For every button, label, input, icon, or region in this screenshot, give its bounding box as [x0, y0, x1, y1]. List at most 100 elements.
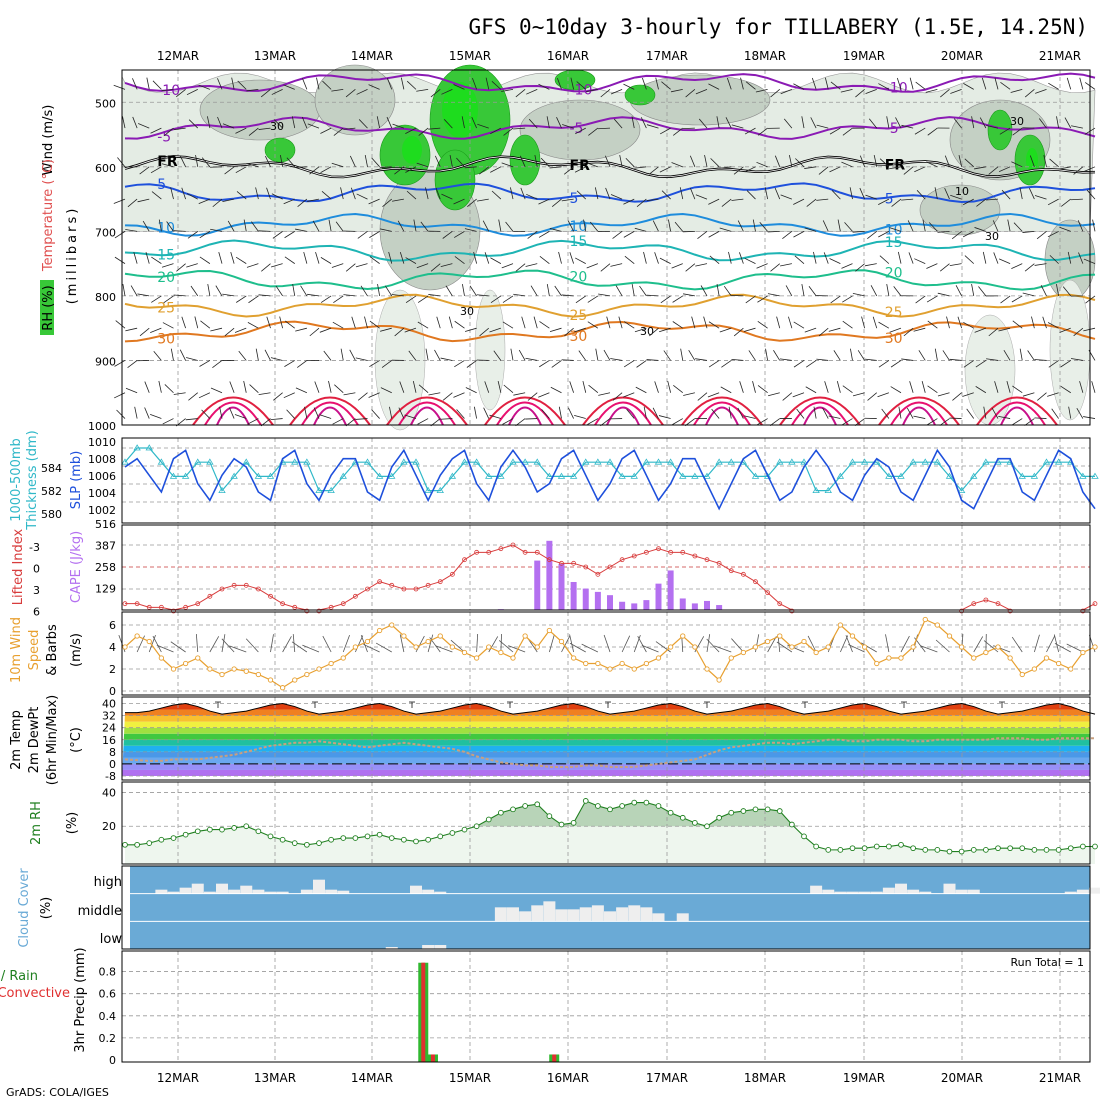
cloud-high-bar	[955, 889, 968, 894]
li-marker	[413, 586, 419, 592]
wind-barb	[207, 284, 211, 296]
wind-barb	[1083, 416, 1096, 419]
wind-barb	[958, 155, 963, 167]
wind10-barb	[641, 644, 659, 653]
thickness-marker	[497, 472, 505, 479]
wind-barb	[158, 219, 162, 232]
cloud-high-bar	[967, 889, 980, 894]
cloud-high-bar	[216, 883, 228, 894]
wind10-marker	[1019, 671, 1025, 678]
wind-barb	[852, 293, 865, 297]
wind-barb	[759, 222, 768, 232]
wind-barb	[588, 384, 599, 394]
wind-barb	[661, 190, 671, 200]
wind-barb	[889, 227, 902, 232]
wind-barb	[927, 320, 938, 329]
wind-barb	[726, 77, 732, 90]
thickness-marker	[533, 458, 541, 465]
wind-barb	[646, 124, 659, 129]
wind10-tick: 6	[109, 619, 116, 632]
cloud-high-bar	[1089, 887, 1100, 894]
cloud-high-bar	[410, 885, 422, 894]
wind-barb	[886, 116, 890, 129]
wind-barb	[151, 191, 162, 200]
wind10-tick: 0	[109, 685, 116, 698]
wind-barb	[358, 119, 368, 129]
li-marker	[777, 601, 783, 607]
wind-barb	[187, 231, 198, 239]
wind10-marker	[752, 644, 759, 650]
wind-barb	[739, 252, 744, 264]
rh2m-marker	[1080, 843, 1086, 850]
rh2m-marker	[995, 845, 1001, 852]
wind-barb	[868, 118, 878, 129]
wind-barb	[307, 293, 320, 297]
wind-barb	[830, 295, 841, 304]
wind-barb	[234, 327, 247, 333]
wind-barb	[435, 187, 441, 200]
rh-gray-region	[919, 184, 1001, 236]
wind-barb	[974, 327, 987, 333]
wind-barb	[716, 116, 720, 129]
wind-barb	[719, 227, 732, 232]
label-barbs: & Barbs	[45, 624, 60, 676]
wind-barb	[490, 257, 502, 264]
thickness-marker	[315, 486, 323, 493]
wind-barb	[246, 263, 259, 268]
isotherm-label: 25	[570, 308, 588, 324]
label-cloud-cover: Cloud Cover	[17, 868, 32, 948]
wind-barb	[978, 286, 987, 297]
rh2m-marker	[910, 845, 916, 852]
wind-barb	[737, 220, 744, 232]
bottom-date-label: 21MAR	[1039, 1071, 1081, 1085]
wind-barb	[744, 166, 756, 173]
wind-barb	[384, 285, 393, 297]
wind10-marker	[655, 655, 662, 661]
wind-barb	[801, 116, 805, 129]
wind-barb	[151, 295, 162, 303]
wind-barb	[503, 127, 514, 136]
wind-barb	[901, 198, 914, 201]
wind-barb	[641, 77, 647, 90]
wind-barb	[210, 387, 223, 394]
li-marker	[971, 601, 977, 607]
rh2m-marker	[267, 833, 274, 840]
wind-barb	[331, 88, 344, 92]
wind-barb	[695, 263, 708, 267]
wind10-barb	[195, 634, 199, 653]
wind-barb	[114, 360, 126, 367]
wind-barb	[765, 348, 769, 361]
wind10-marker	[595, 660, 601, 667]
thickness-marker	[303, 458, 311, 465]
wind-barb	[1022, 292, 1035, 297]
wind10-barb	[1033, 634, 1040, 653]
cloud-high-bar	[907, 889, 920, 894]
wind-barb	[489, 414, 501, 419]
wind-barb	[733, 327, 744, 337]
cloud-high-bar	[179, 887, 192, 894]
wind-barb	[273, 119, 283, 129]
wind-barb	[688, 349, 696, 361]
wind-barb	[246, 163, 259, 168]
wind-barb	[194, 316, 199, 329]
wind10-marker	[558, 638, 565, 645]
wind10-marker	[643, 660, 650, 667]
wind-barb	[416, 88, 429, 92]
li-marker	[280, 601, 286, 607]
wind-barb	[360, 285, 368, 297]
panel-frame-precip	[121, 950, 1091, 1063]
wind-barb	[170, 348, 174, 361]
thickness-marker	[703, 472, 711, 479]
wind-barb	[852, 392, 865, 397]
wind10-barb	[399, 634, 405, 653]
wind-barb	[541, 409, 550, 419]
wind-barb	[574, 166, 586, 173]
wind-barb	[349, 155, 356, 167]
wind-barb	[788, 316, 793, 329]
wind-barb	[672, 321, 683, 329]
wind-barb	[525, 263, 538, 267]
wind-barb	[513, 127, 526, 130]
wind-barb	[1061, 198, 1071, 207]
wind-barb	[873, 155, 878, 167]
wind-barb	[231, 77, 235, 90]
